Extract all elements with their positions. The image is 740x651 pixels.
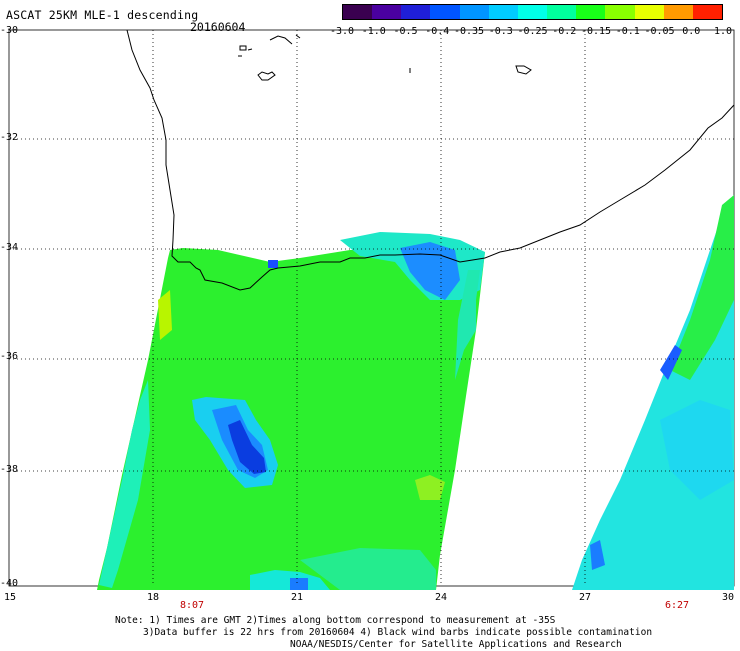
lat-label-36: -36 bbox=[0, 351, 19, 362]
colorbar-label: -0.05 bbox=[644, 26, 675, 37]
colorbar-label: -0.4 bbox=[425, 26, 450, 37]
pass-time-2: 6:27 bbox=[665, 600, 690, 611]
swath-1-cyan-right-edge bbox=[455, 270, 480, 380]
lon-label-21: 21 bbox=[291, 592, 304, 603]
swath-2-green-upper bbox=[670, 195, 734, 380]
lon-label-30: 30 bbox=[722, 592, 735, 603]
colorbar-swatch bbox=[372, 5, 402, 19]
colorbar-label: -0.1 bbox=[615, 26, 640, 37]
note-line-3: NOAA/NESDIS/Center for Satellite Applica… bbox=[290, 639, 622, 650]
colorbar-swatch bbox=[401, 5, 431, 19]
lat-label-38: -38 bbox=[0, 464, 19, 475]
lat-label-32: -32 bbox=[0, 132, 19, 143]
colorbar-label: -3.0 bbox=[329, 26, 355, 37]
colorbar-swatch bbox=[459, 5, 489, 19]
colorbar-swatch bbox=[430, 5, 460, 19]
swath-1-blue-dot-2 bbox=[290, 578, 308, 590]
lon-label-24: 24 bbox=[435, 592, 448, 603]
note-line-2: 3)Data buffer is 22 hrs from 20160604 4)… bbox=[143, 627, 653, 638]
lat-label-40: -40 bbox=[0, 578, 19, 589]
product-title: ASCAT 25KM MLE-1 descending bbox=[6, 8, 199, 22]
lon-label-27: 27 bbox=[579, 592, 592, 603]
colorbar-label: -0.15 bbox=[580, 26, 612, 37]
colorbar-label: 1.0 bbox=[713, 26, 733, 37]
colorbar-label: 0.0 bbox=[682, 26, 701, 37]
swath-1-blue-patch-core bbox=[228, 420, 266, 474]
swath-1-blue-dot bbox=[268, 260, 278, 268]
swath-2-base bbox=[572, 195, 734, 590]
graticule bbox=[9, 30, 734, 586]
swath-1 bbox=[97, 232, 485, 590]
colorbar-labels: -3.0 -1.0 -0.5 -0.4 -0.35 -0.3 -0.25 -0.2 -0.15-… bbox=[330, 26, 735, 38]
colorbar-swatch bbox=[488, 5, 518, 19]
pass-time-1: 8:07 bbox=[180, 600, 205, 611]
lon-label-15: 15 bbox=[4, 592, 17, 603]
colorbar bbox=[342, 4, 723, 20]
colorbar-label: -1.0 bbox=[361, 26, 386, 37]
colorbar-label: -0.3 bbox=[488, 26, 513, 37]
colorbar-swatch bbox=[634, 5, 664, 19]
colorbar-label: -0.25 bbox=[517, 26, 548, 37]
colorbar-label: -0.2 bbox=[552, 26, 577, 37]
swath-1-base bbox=[97, 248, 485, 590]
swath-2-blue-edge bbox=[660, 345, 682, 380]
colorbar-swatch bbox=[576, 5, 606, 19]
swath-2 bbox=[572, 195, 734, 590]
colorbar-label: -0.35 bbox=[453, 26, 485, 37]
colorbar-swatch bbox=[547, 5, 577, 19]
colorbar-swatch bbox=[343, 5, 373, 19]
note-line-1: Note: 1) Times are GMT 2)Times along bot… bbox=[115, 615, 556, 626]
colorbar-swatch bbox=[605, 5, 635, 19]
lat-label-30: -30 bbox=[0, 25, 19, 36]
colorbar-swatch bbox=[692, 5, 723, 19]
colorbar-label: -0.5 bbox=[393, 26, 418, 37]
swath-1-cyan-left bbox=[99, 380, 150, 588]
lat-label-34: -34 bbox=[0, 242, 19, 253]
swath-2-light-cyan bbox=[660, 400, 734, 500]
colorbar-swatch bbox=[663, 5, 693, 19]
swath-1-lime-left bbox=[158, 290, 172, 340]
swath-2-blue-spot bbox=[590, 540, 605, 570]
colorbar-swatch bbox=[517, 5, 548, 19]
coastline-africa bbox=[126, 29, 735, 291]
lon-label-18: 18 bbox=[147, 592, 160, 603]
swath-1-lime-spot bbox=[415, 475, 445, 500]
product-date: 20160604 bbox=[190, 20, 246, 34]
swath-1-teal-band bbox=[300, 548, 436, 590]
islands bbox=[238, 34, 532, 81]
